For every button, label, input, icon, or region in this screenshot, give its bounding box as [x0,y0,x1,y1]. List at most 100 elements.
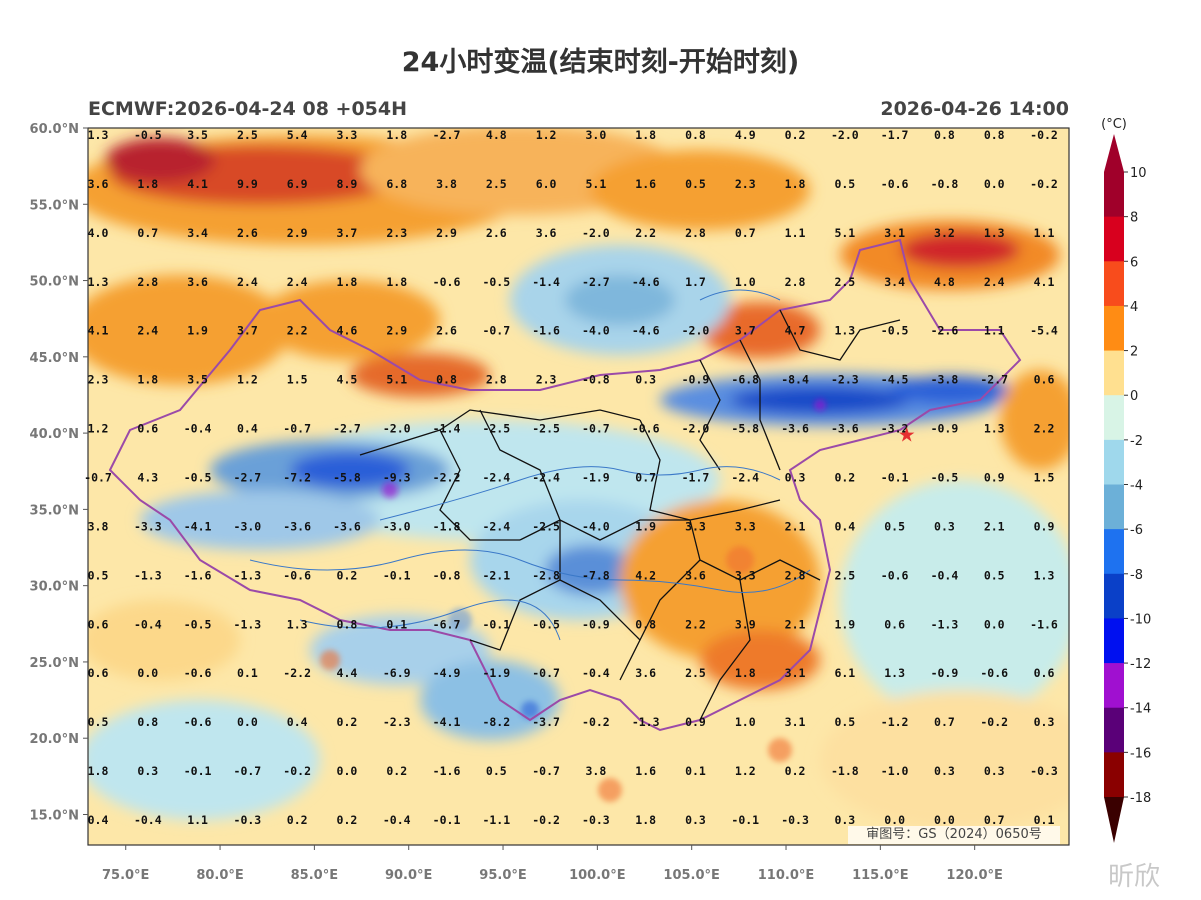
grid-value: 0.3 [685,813,706,827]
grid-value: 0.8 [934,128,955,142]
grid-value: 1.3 [1034,568,1055,582]
grid-value: 1.3 [88,275,109,289]
grid-value: -2.0 [682,324,710,338]
grid-value: -0.8 [433,568,461,582]
grid-value: 2.6 [486,226,507,240]
grid-value: -0.5 [532,617,560,631]
grid-value: 0.1 [237,666,258,680]
grid-value: -0.4 [134,617,162,631]
grid-value: -3.6 [283,519,311,533]
grid-value: -2.4 [482,519,510,533]
grid-value: -8.2 [482,715,510,729]
grid-value: 1.8 [137,373,158,387]
lon-tick-label: 100.0°E [569,868,626,883]
grid-value: 1.8 [386,128,407,142]
grid-value: 1.8 [137,177,158,191]
grid-value: 0.8 [984,128,1005,142]
grid-value: -2.3 [383,715,411,729]
chart-title: 24小时变温(结束时刻-开始时刻) [401,47,800,78]
grid-value: 1.2 [88,422,109,436]
grid-value: 1.0 [735,275,756,289]
grid-value: 0.5 [834,715,855,729]
grid-value: 0.2 [337,813,358,827]
grid-value: -1.0 [881,764,909,778]
grid-value: -1.3 [234,568,262,582]
grid-value: 3.6 [88,177,109,191]
grid-value: 0.6 [88,617,109,631]
grid-value: 2.3 [88,373,109,387]
grid-value: 6.9 [287,177,308,191]
grid-value: -0.7 [283,422,311,436]
grid-value: -0.7 [482,324,510,338]
grid-value: 0.6 [88,666,109,680]
grid-value: -0.6 [433,275,461,289]
grid-value: 0.8 [436,373,457,387]
grid-value: 3.3 [685,519,706,533]
beijing-star-icon: ★ [898,423,916,447]
lon-tick-label: 80.0°E [196,868,243,883]
grid-value: 0.2 [386,764,407,778]
grid-value: -0.2 [582,715,610,729]
grid-value: -0.9 [682,373,710,387]
grid-value: -8.4 [781,373,809,387]
colorbar-segment [1104,439,1124,485]
grid-value: 4.9 [735,128,756,142]
colorbar-segment [1104,216,1124,262]
grid-value: 0.3 [785,471,806,485]
grid-value: 5.1 [386,373,407,387]
grid-value: 4.0 [88,226,109,240]
grid-value: 2.1 [785,519,806,533]
grid-value: 2.1 [785,617,806,631]
grid-value: 3.1 [785,715,806,729]
grid-value: -3.6 [781,422,809,436]
grid-value: -1.2 [881,715,909,729]
grid-value: -1.6 [1030,617,1058,631]
grid-value: 4.1 [187,177,208,191]
colorbar-segment [1104,663,1124,709]
colorbar-label: 10 [1130,166,1147,181]
grid-value: 2.9 [287,226,308,240]
grid-value: 0.7 [635,471,656,485]
colorbar-segment [1104,350,1124,396]
grid-value: -1.4 [532,275,560,289]
grid-value: -5.8 [731,422,759,436]
grid-value: -1.7 [682,471,710,485]
grid-value: 2.8 [785,275,806,289]
grid-value: -2.7 [333,422,361,436]
grid-value: -3.2 [881,422,909,436]
lat-tick-label: 45.0°N [30,351,79,366]
grid-value: 0.8 [137,715,158,729]
grid-value: 0.1 [1034,813,1055,827]
grid-value: 0.7 [934,715,955,729]
grid-value: 3.7 [237,324,258,338]
grid-value: 6.0 [536,177,557,191]
rivers [249,289,811,641]
model-run-label: ECMWF:2026-04-24 08 +054H [88,98,408,120]
grid-value: -2.4 [731,471,759,485]
grid-value: 3.6 [635,666,656,680]
grid-value: 3.1 [884,226,905,240]
colorbar-label: -18 [1130,791,1151,806]
lat-tick-label: 55.0°N [30,198,79,213]
grid-value: -1.3 [134,568,162,582]
grid-value: 0.8 [685,128,706,142]
grid-value: -1.6 [433,764,461,778]
grid-value: 4.8 [486,128,507,142]
grid-value: 0.0 [884,813,905,827]
colorbar-segment [1104,305,1124,352]
grid-value: 5.1 [586,177,607,191]
grid-value: 2.5 [834,275,855,289]
lat-tick-label: 50.0°N [30,275,79,290]
grid-value: -0.2 [283,764,311,778]
lon-tick-label: 120.0°E [946,868,1003,883]
grid-value: 3.9 [735,617,756,631]
grid-value: -1.9 [482,666,510,680]
grid-value: -0.3 [781,813,809,827]
grid-value: 0.4 [88,813,109,827]
colorbar-label: -2 [1130,434,1143,449]
grid-value: 3.1 [785,666,806,680]
lat-tick-label: 25.0°N [30,656,79,671]
grid-value: -0.3 [1030,764,1058,778]
grid-value: 1.3 [984,226,1005,240]
grid-value: -9.3 [383,471,411,485]
